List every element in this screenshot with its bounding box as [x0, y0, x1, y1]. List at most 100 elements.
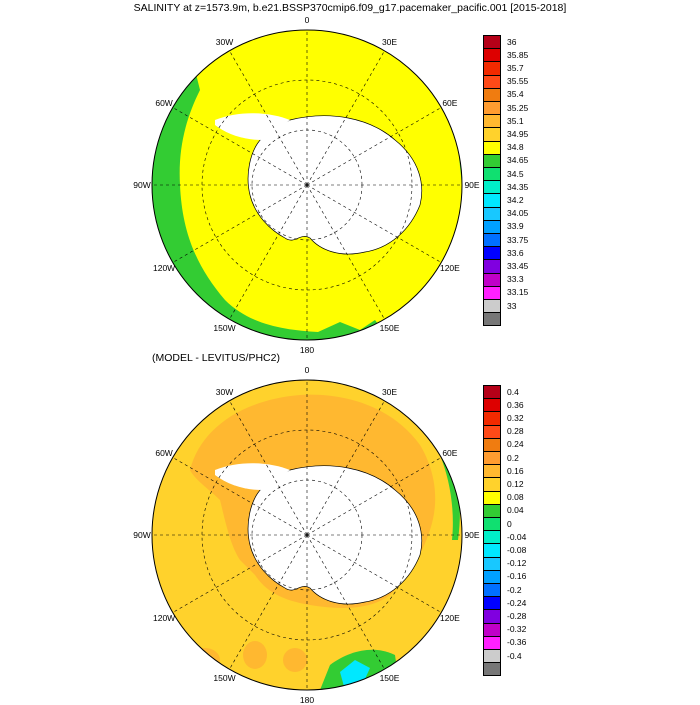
- colorbar-label: 35.85: [507, 49, 529, 60]
- meridian-line: [306, 184, 442, 263]
- colorbar-swatch: [483, 609, 501, 624]
- longitude-label: 30W: [215, 37, 234, 48]
- meridian-line: [172, 184, 308, 263]
- meridian-line: [229, 184, 308, 320]
- colorbar-swatch: [483, 219, 501, 234]
- longitude-label: 30E: [381, 37, 398, 48]
- colorbar-swatch: [483, 649, 501, 664]
- colorbar-swatch: [483, 398, 501, 413]
- colorbar-swatch: [483, 517, 501, 532]
- bottom-plot-title: (MODEL - LEVITUS/PHC2): [152, 352, 280, 364]
- colorbar-swatch: [483, 206, 501, 221]
- colorbar-swatch: [483, 424, 501, 439]
- longitude-label: 180: [299, 695, 315, 705]
- meridian-line: [229, 534, 308, 670]
- longitude-label: 30W: [215, 387, 234, 398]
- colorbar-swatch: [483, 167, 501, 182]
- colorbar-swatch: [483, 48, 501, 63]
- colorbar-swatch: [483, 153, 501, 168]
- colorbar-swatch: [483, 35, 501, 50]
- colorbar-swatch: [483, 662, 501, 677]
- longitude-label: 150E: [379, 672, 400, 683]
- antarctica-land-bottom: [247, 465, 423, 605]
- colorbar-label: -0.08: [507, 545, 527, 555]
- longitude-label: 120W: [152, 612, 176, 623]
- colorbar-label: 0.04: [507, 505, 524, 516]
- meridian-line: [306, 457, 442, 536]
- colorbar-swatch: [483, 285, 501, 300]
- colorbar-label: -0.36: [507, 637, 527, 648]
- colorbar-label: -0.16: [507, 571, 527, 582]
- longitude-label: 30E: [381, 387, 398, 398]
- colorbar-label: 0.36: [507, 399, 524, 410]
- colorbar-label: 34.35: [507, 181, 529, 192]
- colorbar-swatch: [483, 411, 501, 426]
- colorbar-label: 34.5: [507, 168, 524, 179]
- colorbar-swatch: [483, 74, 501, 89]
- colorbar-swatch: [483, 87, 501, 102]
- colorbar-label: 0.28: [507, 426, 524, 437]
- top-plot-title: SALINITY at z=1573.9m, b.e21.BSSP370cmip…: [133, 2, 567, 14]
- meridian-line: [172, 457, 308, 536]
- bottom-polar-map: [152, 380, 462, 690]
- colorbar-label: 35.25: [507, 102, 529, 113]
- colorbar-swatch: [483, 622, 501, 637]
- colorbar-swatch: [483, 246, 501, 261]
- colorbar-swatch: [483, 451, 501, 466]
- colorbar-label: 0.2: [507, 452, 519, 463]
- meridian-line: [306, 534, 385, 670]
- longitude-label: 60E: [442, 447, 458, 458]
- colorbar-label: 33: [507, 300, 517, 311]
- meridian-line: [306, 534, 442, 613]
- colorbar-swatch: [483, 556, 501, 571]
- colorbar-label: 0.08: [507, 492, 524, 503]
- colorbar-label: 34.05: [507, 208, 529, 219]
- colorbar-swatch: [483, 385, 501, 400]
- longitude-label: 150W: [213, 672, 236, 683]
- meridian-line: [306, 107, 442, 186]
- colorbar-label: -0.24: [507, 597, 527, 608]
- meridian-line: [229, 50, 308, 186]
- longitude-label: 90E: [464, 180, 480, 190]
- colorbar-swatch: [483, 140, 501, 155]
- colorbar-label: 34.65: [507, 155, 529, 166]
- colorbar-label: 33.75: [507, 234, 529, 245]
- colorbar-swatch: [483, 596, 501, 611]
- longitude-label: 180: [299, 345, 315, 355]
- colorbar-swatch: [483, 233, 501, 248]
- colorbar-label: 0.4: [507, 386, 519, 397]
- colorbar-label: 33.6: [507, 247, 524, 258]
- colorbar-swatch: [483, 299, 501, 314]
- meridian-line: [172, 107, 308, 186]
- meridian-line: [306, 50, 385, 186]
- colorbar-label: 35.1: [507, 115, 524, 126]
- longitude-label: 60W: [155, 447, 173, 458]
- colorbar-label: -0.04: [507, 531, 527, 542]
- meridian-line: [306, 400, 385, 536]
- colorbar-label: 33.15: [507, 287, 529, 298]
- longitude-label: 0: [304, 365, 310, 375]
- colorbar-swatch: [483, 635, 501, 650]
- meridian-line: [172, 534, 308, 613]
- longitude-label: 60E: [442, 97, 458, 108]
- colorbar-label: 33.45: [507, 261, 529, 271]
- colorbar-swatch: [483, 114, 501, 129]
- colorbar-label: 34.95: [507, 129, 529, 139]
- longitude-label: 150W: [213, 322, 236, 333]
- meridian-line: [229, 400, 308, 536]
- colorbar-swatch: [483, 503, 501, 518]
- longitude-label: 60W: [155, 97, 173, 108]
- colorbar-label: 35.4: [507, 89, 524, 100]
- colorbar-label: -0.28: [507, 611, 527, 621]
- colorbar-label: 0.12: [507, 479, 524, 489]
- colorbar-label: 0: [507, 518, 512, 529]
- colorbar-swatch: [483, 61, 501, 76]
- colorbar-swatch: [483, 569, 501, 584]
- longitude-label: 120E: [439, 612, 460, 623]
- longitude-label: 90W: [133, 530, 151, 540]
- colorbar-label: 35.7: [507, 63, 524, 73]
- colorbar-label: 34.2: [507, 195, 524, 205]
- colorbar-swatch: [483, 312, 501, 327]
- colorbar-swatch: [483, 259, 501, 274]
